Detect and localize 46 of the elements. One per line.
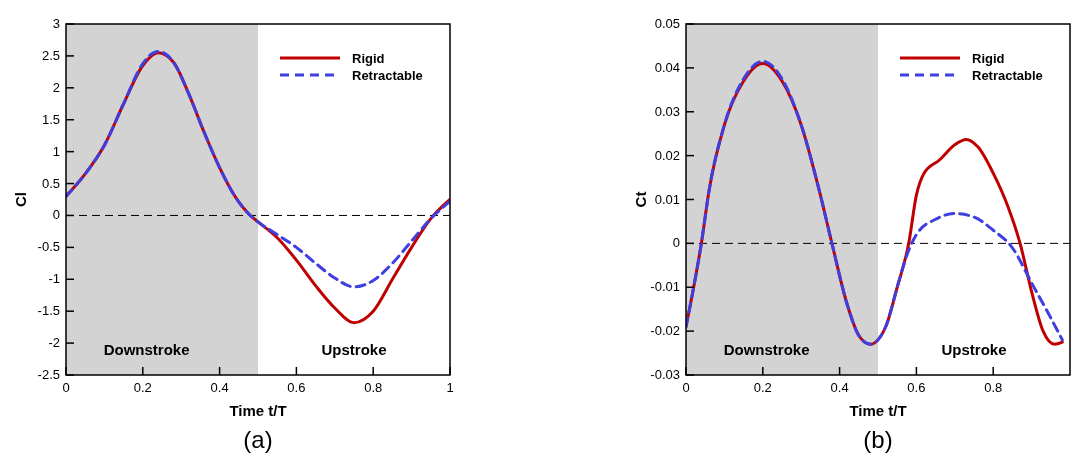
- annotation: Upstroke: [941, 341, 1007, 358]
- x-tick-label: 0.4: [210, 380, 229, 395]
- text: (a): [243, 426, 273, 453]
- y-tick-label: -0.03: [650, 367, 680, 382]
- x-tick-label: 0.6: [287, 380, 306, 395]
- x-tick-label: 0: [62, 380, 70, 395]
- annotation: Downstroke: [723, 341, 810, 358]
- y-tick-label: 0.5: [41, 175, 60, 191]
- annotation: Downstroke: [103, 341, 190, 358]
- y-tick-label: -1: [48, 271, 60, 287]
- x-tick-label: 0.4: [830, 380, 849, 395]
- y-tick-label: 3: [52, 16, 60, 31]
- x-axis-title: Time t/T: [849, 402, 907, 419]
- legend-label: Retractable: [352, 68, 423, 83]
- y-tick-label: 0: [672, 235, 680, 251]
- y-tick-label: -2: [48, 335, 60, 351]
- y-axis-title: Cl: [12, 192, 29, 207]
- y-tick-label: -2.5: [37, 367, 60, 382]
- y-tick-label: -0.5: [37, 239, 60, 255]
- x-tick-label: 0: [682, 380, 690, 395]
- y-tick-label: 0.02: [654, 147, 680, 163]
- x-axis-title: Time t/T: [229, 402, 287, 419]
- y-tick-label: 0.05: [654, 16, 680, 31]
- x-tick-label: 0.6: [907, 380, 926, 395]
- x-tick-label: 0.2: [133, 380, 152, 395]
- y-tick-label: 1.5: [41, 111, 60, 127]
- y-tick-label: 0.03: [654, 103, 680, 119]
- text: (b): [863, 426, 893, 453]
- y-tick-label: 2: [52, 79, 60, 95]
- y-tick-label: -0.01: [650, 279, 680, 295]
- y-tick-label: -1.5: [37, 303, 60, 319]
- y-tick-label: 1: [52, 143, 60, 159]
- x-tick-label: 1: [446, 380, 454, 395]
- legend-label: Rigid: [972, 51, 1005, 66]
- y-tick-label: 0: [52, 207, 60, 223]
- x-tick-label: 0.8: [364, 380, 383, 395]
- legend-label: Retractable: [972, 68, 1043, 83]
- y-tick-label: 0.04: [654, 59, 680, 75]
- y-axis-title: Ct: [632, 191, 649, 208]
- y-tick-label: -0.02: [650, 323, 680, 339]
- x-tick-label: 0.2: [753, 380, 772, 395]
- x-tick-label: 0.8: [984, 380, 1003, 395]
- y-tick-label: 0.01: [654, 191, 680, 207]
- legend-label: Rigid: [352, 51, 385, 66]
- annotation: Upstroke: [321, 341, 387, 358]
- y-tick-label: 2.5: [41, 47, 60, 63]
